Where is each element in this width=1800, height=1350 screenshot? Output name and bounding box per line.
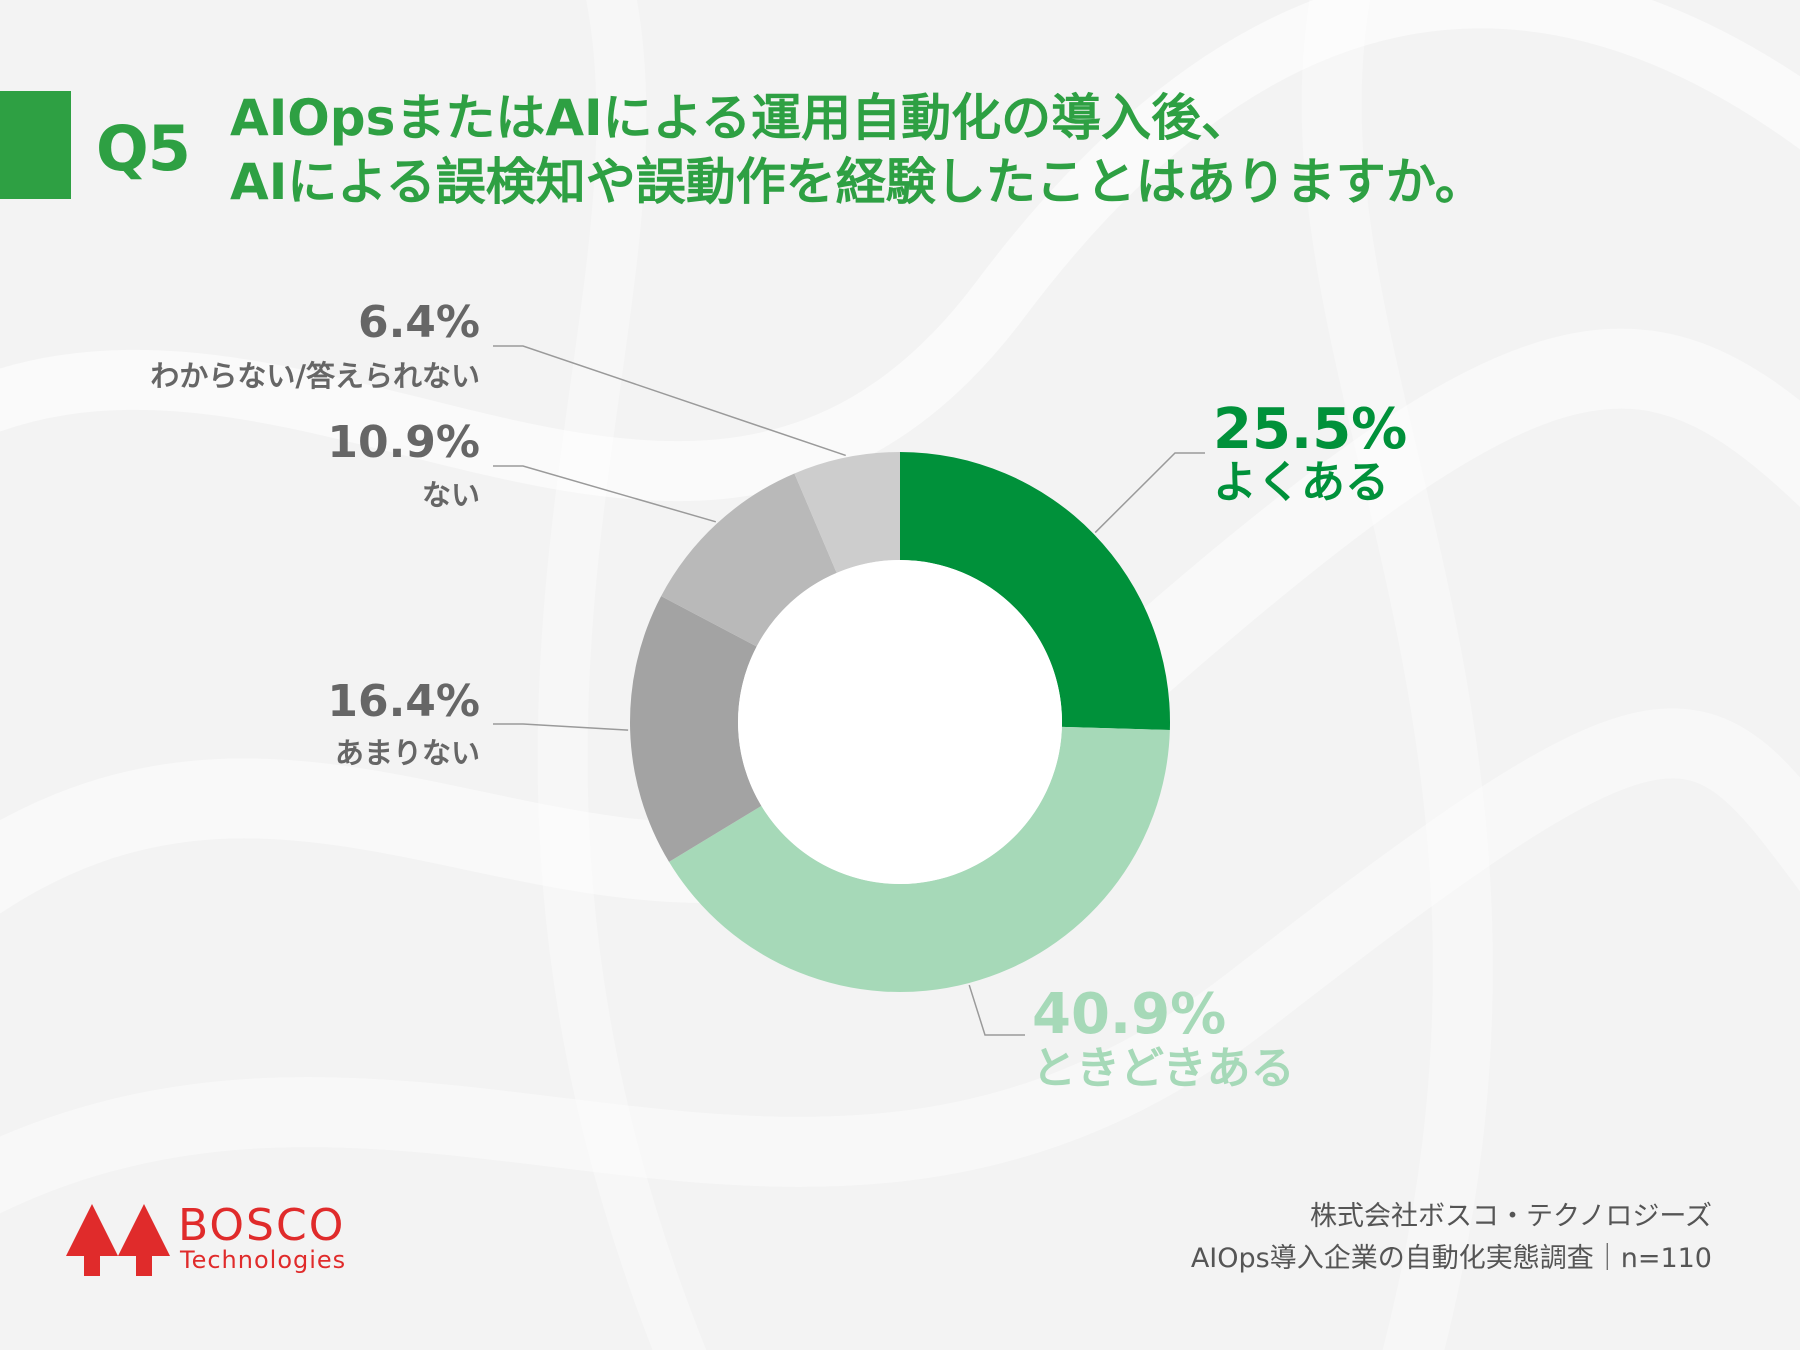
slice-value-label: 25.5% (1213, 397, 1407, 462)
logo-wordmark: BOSCO (178, 1200, 346, 1251)
donut-slice (630, 596, 762, 862)
slice-category-label: わからない/答えられない (150, 359, 480, 393)
donut-slice (661, 473, 837, 647)
donut-slice (669, 726, 1170, 992)
slice-category-label: あまりない (335, 736, 480, 770)
leader-line (493, 465, 717, 523)
leader-line (1094, 452, 1205, 534)
slice-category-label: ない (422, 478, 480, 512)
leader-line (493, 345, 846, 457)
slice-value-label: 10.9% (327, 417, 480, 468)
footer-survey: AIOps導入企業の自動化実態調査｜n=110 (1190, 1243, 1712, 1274)
footer-company: 株式会社ボスコ・テクノロジーズ (1309, 1201, 1712, 1232)
donut-slice (794, 452, 900, 573)
question-title-line-1: AIOpsまたはAIによる運用自動化の導入後、 (230, 89, 1252, 147)
question-marker-bar (0, 91, 71, 199)
slice-category-label: ときどきある (1032, 1043, 1295, 1094)
question-title: AIOpsまたはAIによる運用自動化の導入後、 AIによる誤検知や誤動作を経験し… (230, 86, 1730, 214)
slice-value-label: 40.9% (1032, 982, 1226, 1047)
donut-slice (900, 452, 1170, 731)
tree-logo-icon (66, 1204, 170, 1276)
slice-value-label: 6.4% (358, 297, 480, 348)
logo-subtitle: Technologies (180, 1246, 347, 1274)
slice-value-label: 16.4% (327, 676, 480, 727)
slice-category-label: よくある (1213, 457, 1389, 508)
question-number: Q5 (96, 112, 191, 185)
leader-line (493, 723, 629, 731)
footer-credit: 株式会社ボスコ・テクノロジーズ AIOps導入企業の自動化実態調査｜n=110 (1191, 1196, 1712, 1280)
question-title-line-2: AIによる誤検知や誤動作を経験したことはありますか。 (230, 153, 1485, 211)
leader-line (968, 984, 1025, 1036)
bosco-logo: BOSCO Technologies (66, 1200, 386, 1280)
donut-hole (738, 560, 1062, 884)
